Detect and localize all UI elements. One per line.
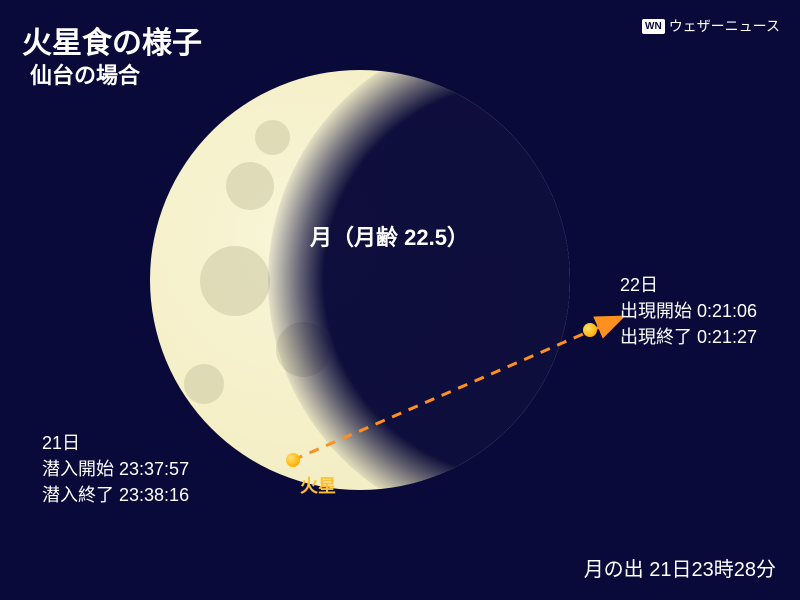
exit-end-time: 0:21:27 (697, 327, 757, 347)
mars-label: 火星 (300, 472, 336, 498)
entry-end-time: 23:38:16 (119, 485, 189, 505)
page-subtitle: 仙台の場合 (30, 58, 140, 90)
moon-crater (255, 120, 290, 155)
exit-start-time: 0:21:06 (697, 301, 757, 321)
moon-label: 月（月齢 22.5） (310, 220, 469, 252)
exit-start-label: 出現開始 (620, 301, 692, 321)
moon-crater (200, 246, 270, 316)
exit-date: 22日 (620, 275, 658, 295)
entry-date: 21日 (42, 433, 80, 453)
moonrise-note: 月の出 21日23時28分 (584, 553, 776, 582)
moon-crater (226, 162, 274, 210)
entry-end-label: 潜入終了 (42, 485, 114, 505)
entry-annotation: 21日 潜入開始 23:37:57 潜入終了 23:38:16 (42, 430, 189, 508)
moon-diagram (150, 70, 570, 490)
moon-disk (150, 70, 570, 490)
mars-exit-point (583, 323, 597, 337)
brand-icon: WN (642, 19, 665, 34)
page-title: 火星食の様子 (22, 18, 202, 62)
moonrise-value: 21日23時28分 (649, 559, 776, 581)
moon-terminator-shadow (268, 70, 570, 490)
moonrise-label: 月の出 (584, 559, 644, 581)
mars-entry-point (286, 453, 300, 467)
exit-end-label: 出現終了 (620, 327, 692, 347)
brand-badge: WN ウェザーニュース (642, 16, 780, 36)
moon-crater (184, 364, 224, 404)
exit-annotation: 22日 出現開始 0:21:06 出現終了 0:21:27 (620, 272, 757, 350)
brand-name: ウェザーニュース (669, 16, 780, 36)
entry-start-time: 23:37:57 (119, 459, 189, 479)
entry-start-label: 潜入開始 (42, 459, 114, 479)
